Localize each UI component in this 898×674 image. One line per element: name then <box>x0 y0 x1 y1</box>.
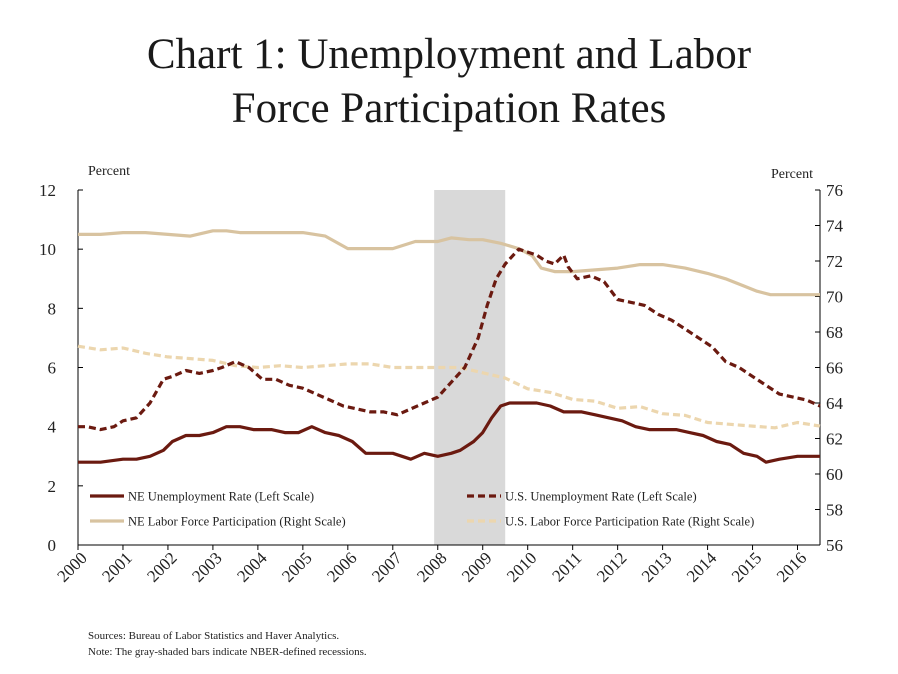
x-tick-label: 2010 <box>503 548 540 585</box>
x-tick-label: 2004 <box>233 548 271 586</box>
legend-label-2: U.S. Unemployment Rate (Left Scale) <box>505 490 697 504</box>
x-tick-label: 2014 <box>683 548 721 586</box>
chart-title-line-2: Force Participation Rates <box>231 85 667 132</box>
left-tick-label: 10 <box>39 240 56 259</box>
right-tick-label: 60 <box>826 465 843 484</box>
x-tick-label: 2001 <box>98 548 135 585</box>
legend-label-1: NE Unemployment Rate (Left Scale) <box>128 490 314 504</box>
x-tick-label: 2011 <box>548 548 585 585</box>
series-lines <box>77 229 821 464</box>
right-tick-label: 76 <box>826 181 843 200</box>
left-tick-label: 2 <box>48 477 57 496</box>
source-note: Sources: Bureau of Labor Statistics and … <box>88 630 340 642</box>
series-line-ne-unemployment-rate-left-scale <box>78 401 820 464</box>
x-tick-label: 2008 <box>413 548 450 585</box>
recession-band-1 <box>434 190 506 545</box>
right-tick-label: 72 <box>826 252 843 271</box>
chart-title: Chart 1: Unemployment and Labor Force Pa… <box>0 28 898 136</box>
left-tick-label: 0 <box>48 536 57 555</box>
legend-label-4: U.S. Labor Force Participation Rate (Rig… <box>505 515 754 529</box>
x-tick-label: 2002 <box>143 548 180 585</box>
recession-note: Note: The gray-shaded bars indicate NBER… <box>88 646 367 658</box>
right-tick-label: 66 <box>826 359 843 378</box>
right-tick-label: 56 <box>826 536 843 555</box>
right-axis-label: Percent <box>771 167 813 182</box>
x-tick-label: 2009 <box>458 548 495 585</box>
x-tick-label: 2012 <box>593 548 630 585</box>
chart-notes: Sources: Bureau of Labor Statistics and … <box>88 628 367 660</box>
right-tick-label: 64 <box>826 394 844 413</box>
x-tick-label: 2016 <box>773 548 810 585</box>
right-tick-label: 62 <box>826 430 843 449</box>
series-line-u-s-unemployment-rate-left-scale <box>78 247 821 432</box>
right-tick-label: 70 <box>826 288 843 307</box>
right-tick-label: 58 <box>826 501 843 520</box>
legend: NE Unemployment Rate (Left Scale) U.S. Un… <box>90 490 754 529</box>
left-tick-label: 6 <box>48 359 57 378</box>
left-tick-label: 12 <box>39 181 56 200</box>
right-tick-label: 74 <box>826 217 844 236</box>
x-tick-label: 2015 <box>728 548 765 585</box>
x-tick-label: 2006 <box>323 548 360 585</box>
x-tick-label: 2003 <box>188 548 225 585</box>
right-tick-label: 68 <box>826 323 843 342</box>
x-tick-label: 2000 <box>53 548 90 585</box>
left-axis-label: Percent <box>88 164 130 179</box>
series-line-ne-labor-force-participation-right-scale <box>78 229 820 297</box>
x-tick-label: 2007 <box>368 548 406 586</box>
left-tick-label: 8 <box>48 299 57 318</box>
recession-bands <box>434 190 506 545</box>
x-tick-label: 2013 <box>638 548 675 585</box>
chart-title-line-1: Chart 1: Unemployment and Labor <box>146 31 752 78</box>
left-tick-label: 4 <box>48 418 57 437</box>
legend-label-3: NE Labor Force Participation (Right Scal… <box>128 515 346 529</box>
x-tick-label: 2005 <box>278 548 315 585</box>
series-line-u-s-labor-force-participation-rate-right-scale <box>77 344 821 430</box>
